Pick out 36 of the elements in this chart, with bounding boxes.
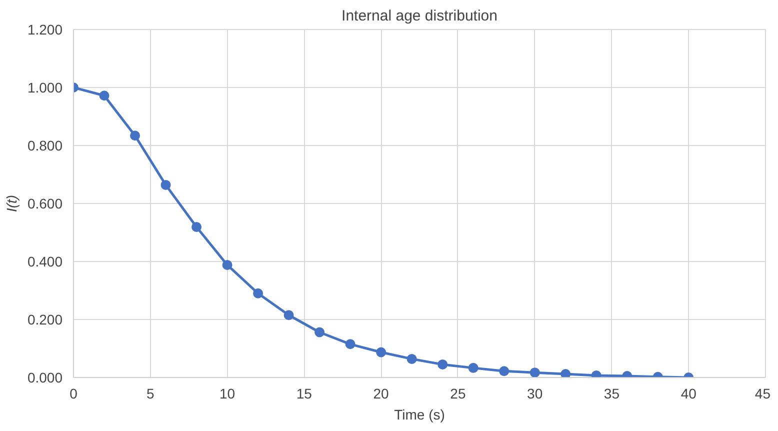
x-tick-label: 25 bbox=[450, 386, 466, 402]
point bbox=[314, 327, 325, 338]
y-tick-label: 0.800 bbox=[27, 138, 63, 154]
point bbox=[160, 180, 171, 190]
x-tick-label: 5 bbox=[146, 386, 154, 402]
point bbox=[438, 359, 448, 370]
point bbox=[345, 339, 356, 350]
y-tick-label: 1.200 bbox=[27, 22, 63, 38]
point bbox=[99, 90, 110, 101]
x-tick-label: 35 bbox=[604, 386, 620, 402]
point bbox=[130, 130, 140, 141]
point bbox=[406, 354, 417, 364]
x-tick-label: 20 bbox=[373, 386, 390, 402]
point bbox=[499, 366, 510, 376]
x-tick-label: 15 bbox=[296, 386, 312, 402]
point bbox=[376, 347, 386, 358]
point bbox=[253, 288, 264, 298]
x-tick-label: 30 bbox=[527, 386, 543, 402]
x-tick-label: 10 bbox=[219, 386, 236, 402]
y-tick-label: 0.400 bbox=[27, 254, 63, 270]
point bbox=[560, 369, 571, 378]
x-tick-label: 40 bbox=[680, 386, 697, 402]
y-axis-title: I(t) bbox=[3, 194, 20, 212]
point bbox=[192, 222, 202, 232]
point bbox=[222, 260, 232, 270]
point bbox=[468, 362, 478, 373]
y-tick-label: 0.200 bbox=[27, 312, 63, 328]
y-tick-label: 0.000 bbox=[27, 370, 63, 386]
chart-title: Internal age distribution bbox=[342, 8, 498, 24]
x-tick-label: 45 bbox=[754, 386, 771, 402]
y-tick-label: 0.600 bbox=[27, 196, 63, 212]
point bbox=[530, 368, 540, 378]
x-tick-label: 0 bbox=[70, 386, 78, 402]
y-tick-label: 1.000 bbox=[27, 80, 63, 96]
x-axis-title: Time (s) bbox=[394, 406, 445, 422]
point bbox=[284, 310, 294, 320]
